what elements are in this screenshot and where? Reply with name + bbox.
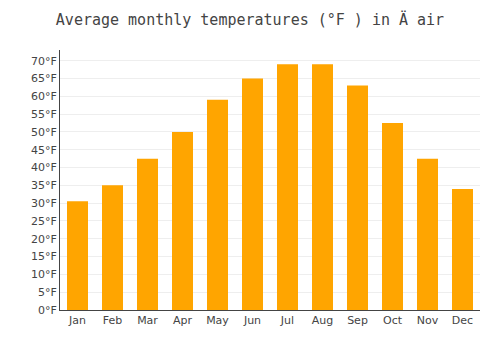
svg-text:35°F: 35°F (31, 179, 57, 192)
svg-text:Apr: Apr (173, 314, 193, 327)
svg-text:40°F: 40°F (31, 161, 57, 174)
svg-text:70°F: 70°F (31, 55, 57, 68)
svg-text:Average monthly temperatures (: Average monthly temperatures (°F ) in Ä … (56, 10, 444, 29)
svg-text:May: May (206, 314, 229, 327)
svg-text:20°F: 20°F (31, 233, 57, 246)
svg-text:Sep: Sep (347, 314, 368, 327)
svg-text:Dec: Dec (452, 314, 473, 327)
svg-text:15°F: 15°F (31, 250, 57, 263)
svg-text:Feb: Feb (103, 314, 122, 327)
svg-text:50°F: 50°F (31, 126, 57, 139)
svg-text:Jul: Jul (280, 314, 294, 327)
svg-text:60°F: 60°F (31, 90, 57, 103)
svg-text:Oct: Oct (383, 314, 403, 327)
svg-text:65°F: 65°F (31, 72, 57, 85)
svg-text:Jan: Jan (68, 314, 86, 327)
svg-text:0°F: 0°F (38, 304, 57, 317)
svg-text:10°F: 10°F (31, 268, 57, 281)
svg-text:Mar: Mar (137, 314, 158, 327)
svg-text:55°F: 55°F (31, 108, 57, 121)
svg-text:5°F: 5°F (38, 286, 57, 299)
svg-text:45°F: 45°F (31, 144, 57, 157)
svg-text:25°F: 25°F (31, 215, 57, 228)
svg-text:Aug: Aug (312, 314, 333, 327)
svg-text:30°F: 30°F (31, 197, 57, 210)
svg-text:Nov: Nov (417, 314, 439, 327)
svg-text:Jun: Jun (243, 314, 261, 327)
